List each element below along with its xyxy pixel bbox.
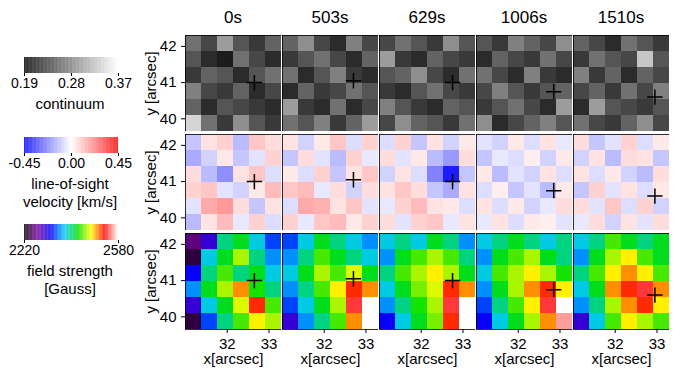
svg-text:41: 41: [160, 271, 177, 288]
html-text:[Gauss]: [Gauss]: [44, 280, 96, 297]
svg-text:x[arcsec]: x[arcsec]: [591, 350, 651, 367]
svg-text:42: 42: [160, 235, 177, 252]
svg-text:y [arcsec]: y [arcsec]: [142, 150, 159, 214]
svg-text:32: 32: [218, 335, 236, 353]
svg-text:33: 33: [551, 335, 569, 353]
svg-text:0.37: 0.37: [105, 75, 132, 91]
html-text:1006s: 1006s: [500, 8, 548, 27]
svg-text:33: 33: [357, 335, 375, 353]
svg-text:0.28: 0.28: [58, 75, 85, 91]
svg-text:32: 32: [509, 335, 527, 353]
svg-text:32: 32: [606, 335, 624, 353]
svg-text:41: 41: [160, 73, 177, 90]
svg-text:2580: 2580: [103, 242, 134, 258]
html-text:field strength: field strength: [27, 262, 113, 279]
svg-text:x[arcsec]: x[arcsec]: [494, 350, 554, 367]
svg-text:y [arcsec]: y [arcsec]: [142, 249, 159, 313]
html-text:503s: 503s: [311, 8, 349, 27]
svg-text:32: 32: [412, 335, 430, 353]
svg-text:33: 33: [454, 335, 472, 353]
svg-text:-0.45: -0.45: [9, 155, 41, 171]
html-text:1510s: 1510s: [597, 8, 645, 27]
svg-text:32: 32: [315, 335, 333, 353]
svg-text:33: 33: [648, 335, 666, 353]
svg-text:2220: 2220: [9, 242, 40, 258]
svg-text:0.45: 0.45: [105, 155, 132, 171]
svg-text:y [arcsec]: y [arcsec]: [142, 51, 159, 115]
svg-text:41: 41: [160, 172, 177, 189]
svg-text:x[arcsec]: x[arcsec]: [300, 350, 360, 367]
svg-text:40: 40: [160, 209, 177, 226]
svg-text:x[arcsec]: x[arcsec]: [397, 350, 457, 367]
svg-text:33: 33: [260, 335, 278, 353]
svg-text:x[arcsec]: x[arcsec]: [203, 350, 263, 367]
html-text:line-of-sight: line-of-sight: [31, 175, 109, 192]
html-text:0s: 0s: [224, 8, 242, 27]
svg-text:42: 42: [160, 37, 177, 54]
svg-text:0.19: 0.19: [11, 75, 38, 91]
html-text:continuum: continuum: [35, 95, 105, 112]
svg-text:40: 40: [160, 110, 177, 127]
svg-text:0.00: 0.00: [58, 155, 85, 171]
svg-text:42: 42: [160, 136, 177, 153]
svg-text:40: 40: [160, 308, 177, 325]
html-text:velocity [km/s]: velocity [km/s]: [22, 193, 118, 210]
html-text:629s: 629s: [408, 8, 446, 27]
